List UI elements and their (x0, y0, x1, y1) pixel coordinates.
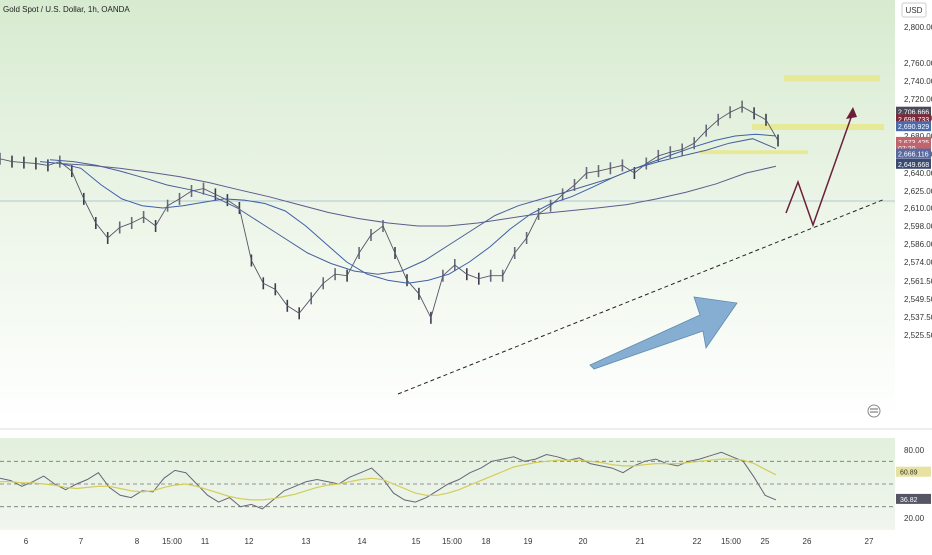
time-tick-label: 12 (245, 537, 254, 546)
price-tick-label: 2,740.000 (904, 77, 932, 86)
time-tick-label: 27 (865, 537, 874, 546)
time-tick-label: 15:00 (721, 537, 742, 546)
rsi-series-rsi-ma (0, 458, 777, 501)
series-line-ma-mid (49, 138, 777, 275)
price-badge (896, 114, 931, 125)
rsi-badge (896, 466, 931, 477)
time-tick-label: 21 (636, 537, 645, 546)
time-axis[interactable]: 6 7 8 15:00 11 12 13 14 15 15:00 18 19 20 21 22 15:00 25… (24, 537, 874, 546)
rsi-badge-label: 60.89 (900, 470, 918, 477)
time-tick-label: 15 (412, 537, 421, 546)
rsi-tick-label: 20.00 (904, 514, 925, 523)
price-tick-label: 2,760.000 (904, 59, 932, 68)
price-series (0, 100, 779, 324)
price-badge-label: 2,649.668 (898, 162, 929, 169)
chart-settings-icon[interactable] (867, 404, 881, 418)
resistance-zone[interactable] (752, 124, 884, 130)
chart-annotations[interactable] (0, 75, 895, 395)
time-tick-label: 14 (358, 537, 367, 546)
price-badge (896, 121, 931, 132)
time-tick-label: 13 (302, 537, 311, 546)
time-tick-label: 15:00 (442, 537, 463, 546)
price-tick-label: 2,574.000 (904, 258, 932, 267)
rsi-series-rsi (0, 451, 777, 510)
series-line-price (0, 106, 779, 320)
price-tick-label: 2,525.500 (904, 331, 932, 340)
time-tick-label: 7 (79, 537, 84, 546)
price-tick-label: 2,680.000 (904, 132, 932, 141)
price-badges: 2,706.6662,698.7332,690.9292,673.42507:2… (896, 106, 931, 169)
price-tick-label: 2,561.500 (904, 277, 932, 286)
series-line-ma-slow (59, 163, 777, 227)
price-badge (896, 136, 931, 147)
price-tick-label: 2,640.000 (904, 169, 932, 178)
price-badge (896, 148, 931, 159)
price-tick-label: 2,800.000 (904, 23, 932, 32)
projection-arrowhead-icon (846, 107, 857, 119)
price-badge-label: 2,666.116 (898, 152, 929, 159)
projection-path[interactable] (785, 111, 854, 228)
price-tick-label: 2,610.000 (904, 204, 932, 213)
time-tick-label: 6 (24, 537, 29, 546)
price-tick-label: 2,549.500 (904, 295, 932, 304)
time-tick-label: 26 (803, 537, 812, 546)
price-axis-background (895, 0, 932, 550)
price-tick-label: 2,586.000 (904, 240, 932, 249)
price-badge (896, 142, 931, 153)
currency-selector[interactable]: USD (901, 2, 927, 18)
trendline-dashed[interactable] (397, 198, 886, 395)
rsi-badge (896, 493, 931, 504)
big-up-arrow-icon[interactable] (589, 296, 738, 370)
price-badge-label: 2,706.666 (898, 110, 929, 117)
price-badge-label: 2,690.929 (898, 124, 929, 131)
time-axis-background (0, 530, 895, 550)
chart-title: Gold Spot / U.S. Dollar, 1h, OANDA (3, 5, 130, 14)
price-tick-label: 2,598.000 (904, 222, 932, 231)
support-zone[interactable] (700, 150, 808, 155)
price-tick-label: 2,625.000 (904, 187, 932, 196)
rsi-indicator: 80.00 20.00 60.89 36.82 (0, 446, 931, 523)
price-badge (896, 106, 931, 117)
time-tick-label: 20 (579, 537, 588, 546)
rsi-badge-label: 36.82 (900, 497, 918, 504)
time-tick-label: 19 (524, 537, 533, 546)
target-zone-upper[interactable] (784, 75, 880, 82)
time-tick-label: 22 (693, 537, 702, 546)
currency-label[interactable]: USD (906, 6, 923, 15)
currency-box[interactable] (901, 2, 927, 18)
price-badge (896, 158, 931, 169)
rsi-tick-label: 80.00 (904, 446, 925, 455)
price-tick-label: 2,720.000 (904, 95, 932, 104)
time-tick-label: 18 (482, 537, 491, 546)
price-badge-label: 2,698.733 (898, 117, 929, 124)
main-pane-background (0, 0, 895, 420)
price-tick-label: 2,537.500 (904, 313, 932, 322)
time-tick-label: 11 (201, 537, 210, 546)
time-tick-label: 15:00 (162, 537, 183, 546)
time-tick-label: 25 (761, 537, 770, 546)
series-line-ma-fast (39, 133, 777, 284)
time-tick-label: 8 (135, 537, 140, 546)
